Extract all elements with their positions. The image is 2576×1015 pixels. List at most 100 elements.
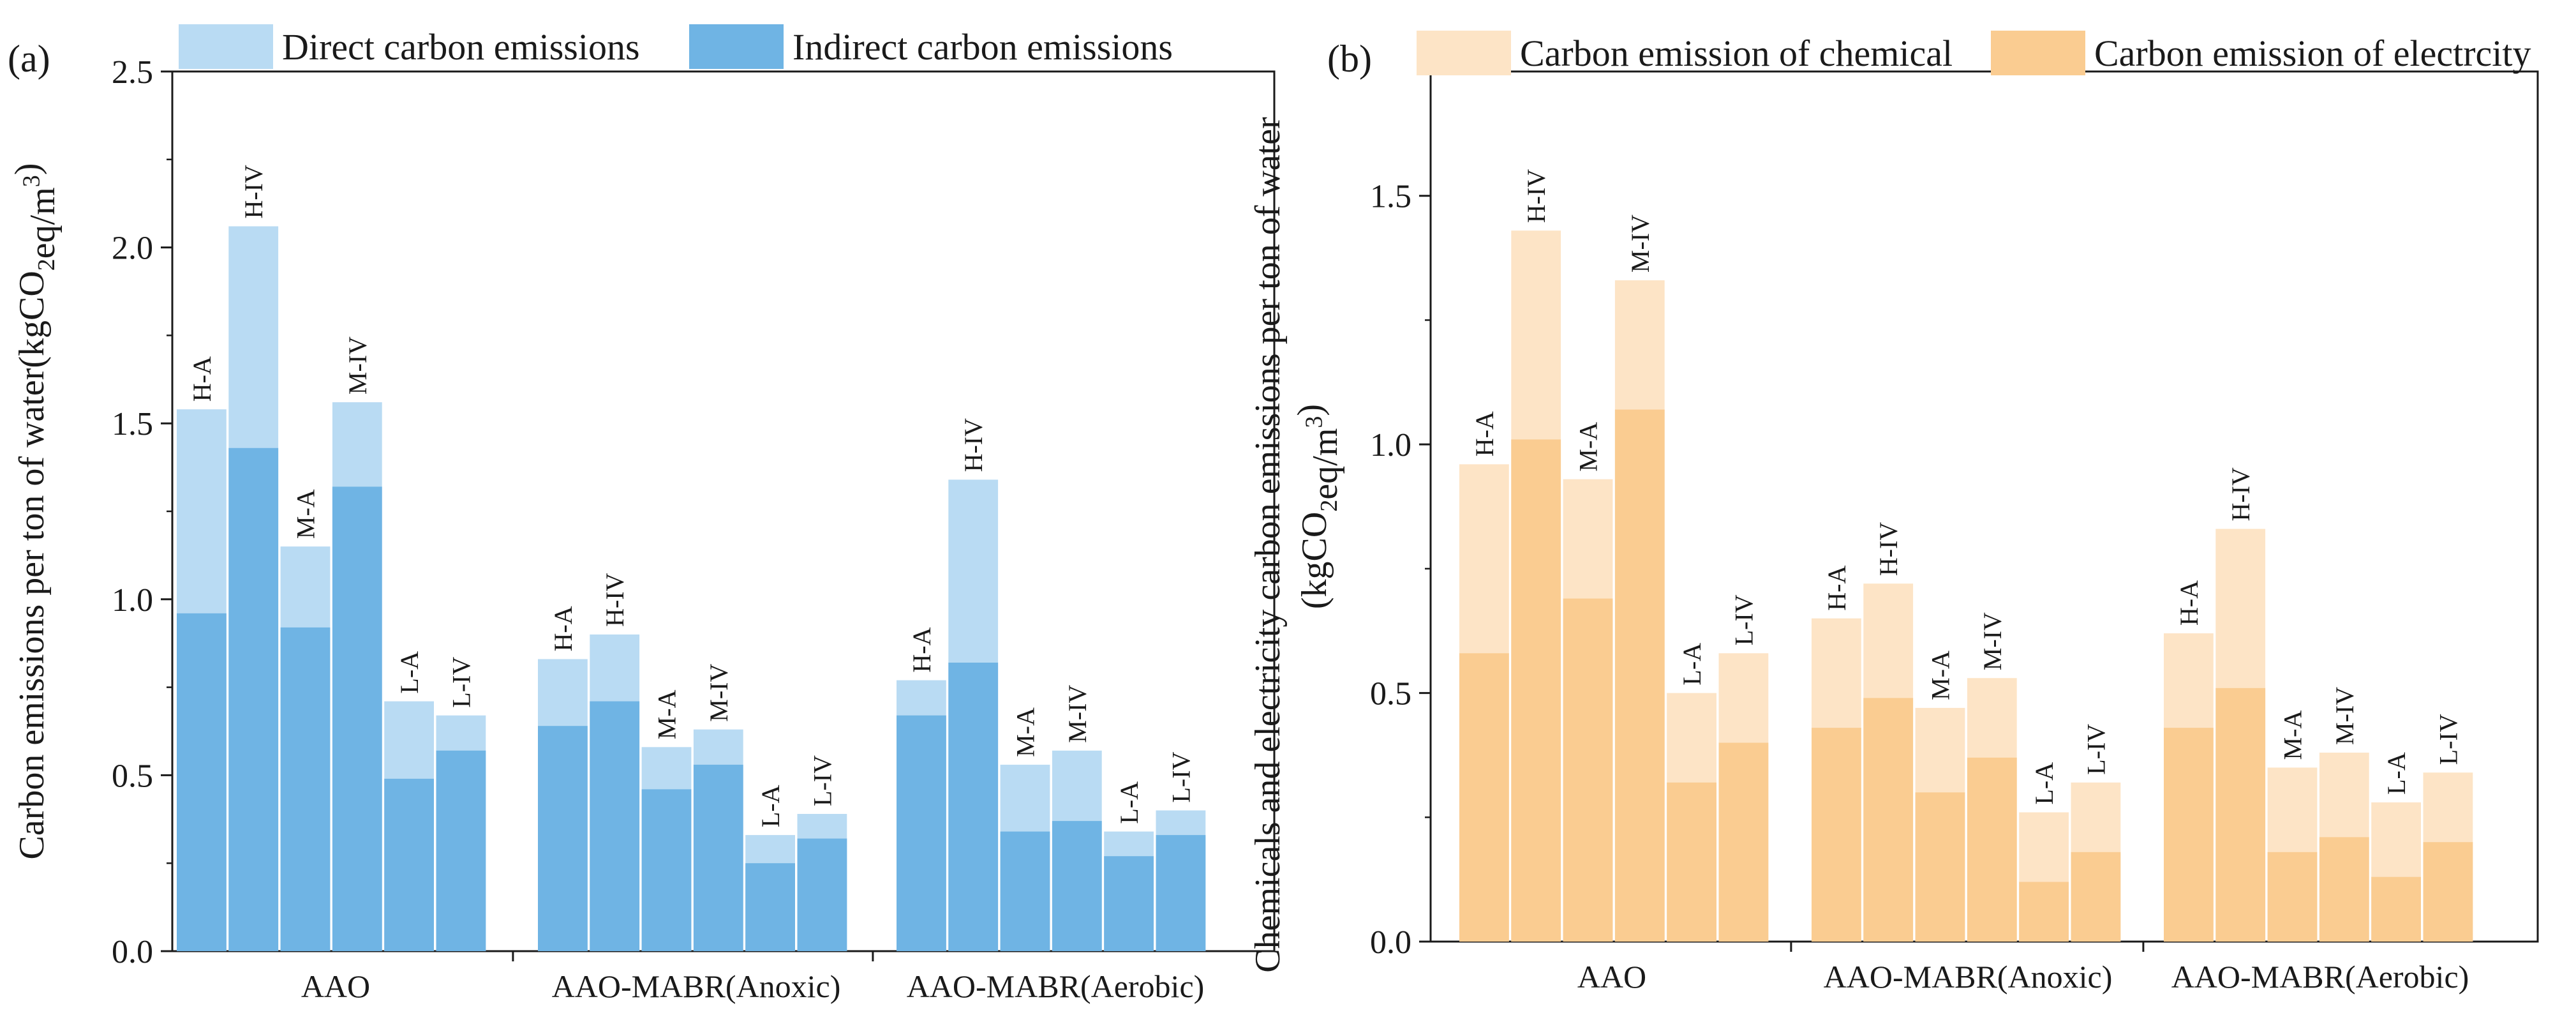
bar-aao-m-iv-electricity <box>1614 409 1665 942</box>
bar-aao-m-iv-indirect <box>332 486 382 951</box>
y-tick-label: 0.0 <box>112 934 153 970</box>
x-group-label: AAO-MABR(Anoxic) <box>1824 959 2113 995</box>
bar-label: M-A <box>653 689 681 739</box>
bar-aao-mabr-anoxic--m-a-indirect <box>641 789 692 951</box>
bar-aao-mabr-anoxic--h-a-indirect <box>538 726 588 951</box>
bar-label: M-A <box>2279 710 2307 760</box>
bar-aao-mabr-aerobic--m-iv-electricity <box>2319 837 2369 942</box>
y-axis-label-line-2: (kgCO2eq/m3) <box>1290 404 1345 609</box>
bar-aao-mabr-aerobic--l-a-electricity <box>2371 876 2421 942</box>
bar-aao-mabr-aerobic--l-iv-electricity <box>2423 842 2473 942</box>
bar-label: L-A <box>395 651 424 694</box>
y-tick-label: 0.5 <box>1370 676 1411 712</box>
y-axis-label: Carbon emissions per ton of water(kgCO2e… <box>8 163 63 859</box>
x-group-label: AAO <box>301 968 370 1004</box>
bar-aao-mabr-aerobic--h-iv-indirect <box>948 663 999 951</box>
y-tick-label: 2.0 <box>112 230 153 267</box>
bar-aao-m-a-indirect <box>280 627 331 951</box>
bar-label: L-IV <box>2434 714 2462 765</box>
bar-label: L-IV <box>2081 724 2110 775</box>
panel-label: (a) <box>8 38 50 80</box>
y-tick-label: 2.5 <box>112 54 153 91</box>
bar-label: M-IV <box>1626 214 1655 273</box>
y-tick-label: 1.5 <box>112 406 153 442</box>
legend-swatch <box>1417 31 1511 75</box>
bar-label: H-A <box>1822 565 1851 610</box>
bar-label: H-IV <box>239 165 268 219</box>
legend-label: Carbon emission of chemical <box>1520 33 1953 74</box>
bar-label: M-A <box>1926 650 1955 700</box>
bar-label: M-A <box>292 489 320 539</box>
bar-aao-mabr-aerobic--h-a-indirect <box>897 715 946 951</box>
y-tick-label: 0.5 <box>112 758 153 794</box>
bar-label: L-A <box>1115 781 1143 824</box>
bar-aao-mabr-anoxic--m-iv-electricity <box>1967 757 2017 942</box>
bar-aao-mabr-aerobic--m-a-indirect <box>1000 831 1050 951</box>
bar-label: M-IV <box>343 336 372 395</box>
bar-label: L-IV <box>808 755 837 806</box>
bar-label: L-IV <box>447 657 475 708</box>
bar-label: H-A <box>549 606 577 651</box>
panel-label: (b) <box>1327 38 1372 80</box>
legend-label: Indirect carbon emissions <box>793 26 1173 68</box>
bar-label: H-A <box>907 627 936 672</box>
bar-aao-mabr-anoxic--l-a-indirect <box>745 863 795 951</box>
bar-aao-l-a-electricity <box>1667 782 1716 942</box>
bar-label: H-A <box>188 356 216 402</box>
bar-label: H-IV <box>1874 522 1903 576</box>
bar-aao-mabr-aerobic--m-iv-indirect <box>1052 821 1102 951</box>
bar-label: L-IV <box>1166 751 1195 802</box>
bar-aao-h-iv-electricity <box>1511 439 1561 942</box>
y-tick-label: 1.0 <box>112 582 153 619</box>
bar-label: M-IV <box>704 663 733 721</box>
bar-aao-mabr-aerobic--h-a-electricity <box>2164 728 2214 942</box>
bar-label: L-A <box>1678 643 1706 686</box>
bar-label: H-IV <box>2226 467 2255 522</box>
bar-label: H-IV <box>1522 169 1551 223</box>
bar-aao-mabr-anoxic--h-a-electricity <box>1812 728 1861 942</box>
bar-aao-mabr-anoxic--h-iv-electricity <box>1863 698 1914 942</box>
bar-aao-mabr-anoxic--m-iv-indirect <box>693 764 743 951</box>
x-group-label: AAO-MABR(Anoxic) <box>552 968 841 1004</box>
legend-label: Direct carbon emissions <box>282 26 640 68</box>
bar-aao-mabr-anoxic--h-iv-indirect <box>590 701 640 951</box>
y-axis-label-line-1: Chemicals and electricity carbon emissio… <box>1248 117 1288 973</box>
bar-label: M-A <box>1574 422 1603 472</box>
bar-aao-mabr-aerobic--m-a-electricity <box>2267 852 2318 942</box>
bar-label: H-IV <box>959 418 988 472</box>
bar-aao-mabr-aerobic--h-iv-electricity <box>2215 688 2266 942</box>
bar-label: L-A <box>2382 752 2411 795</box>
bar-label: H-A <box>1470 411 1499 456</box>
bar-label: L-A <box>2030 762 2059 805</box>
bar-label: M-IV <box>2330 687 2359 745</box>
bar-label: H-A <box>2175 580 2203 626</box>
legend-swatch <box>689 24 784 69</box>
bar-label: M-IV <box>1978 612 2007 670</box>
bar-aao-l-iv-indirect <box>436 750 486 951</box>
bar-aao-mabr-anoxic--l-a-electricity <box>2019 882 2069 942</box>
bar-aao-mabr-aerobic--l-iv-indirect <box>1156 835 1206 951</box>
bar-aao-m-a-electricity <box>1563 598 1613 942</box>
x-group-label: AAO-MABR(Aerobic) <box>907 968 1205 1004</box>
legend-label: Carbon emission of electrcity <box>2094 33 2531 74</box>
y-tick-label: 1.5 <box>1370 179 1411 215</box>
bar-aao-h-iv-indirect <box>228 447 279 951</box>
bar-aao-mabr-anoxic--l-iv-electricity <box>2071 852 2121 942</box>
bar-aao-h-a-electricity <box>1459 653 1509 942</box>
bar-aao-mabr-anoxic--l-iv-indirect <box>797 838 847 951</box>
bar-label: L-A <box>756 785 785 827</box>
bar-label: M-IV <box>1063 685 1092 743</box>
y-tick-label: 0.0 <box>1370 924 1411 961</box>
bar-aao-l-a-indirect <box>384 778 434 951</box>
bar-label: L-IV <box>1729 594 1758 645</box>
bar-aao-l-iv-electricity <box>1718 742 1769 942</box>
x-group-label: AAO-MABR(Aerobic) <box>2171 959 2469 995</box>
legend-swatch <box>1991 31 2085 75</box>
bar-aao-mabr-aerobic--l-a-indirect <box>1104 856 1154 951</box>
y-axis-label: Chemicals and electricity carbon emissio… <box>1248 117 1288 973</box>
bar-aao-mabr-anoxic--m-a-electricity <box>1915 792 1965 942</box>
bar-aao-h-a-indirect <box>177 613 227 951</box>
bar-label: M-A <box>1011 707 1040 757</box>
legend-swatch <box>179 24 273 69</box>
